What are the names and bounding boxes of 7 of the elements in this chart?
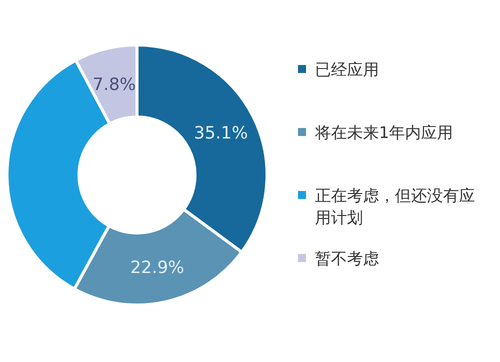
legend-label: 暂不考虑 [315,249,379,268]
data-label: 35.1% [194,124,248,144]
data-label: 7.8% [92,74,136,95]
legend-label: 已经应用 [315,60,379,79]
legend-label: 将在未来1年内应用 [314,123,454,142]
data-label: 22.9% [130,258,184,278]
legend-label: 正在考虑，但还没有应用计划 [315,186,475,227]
